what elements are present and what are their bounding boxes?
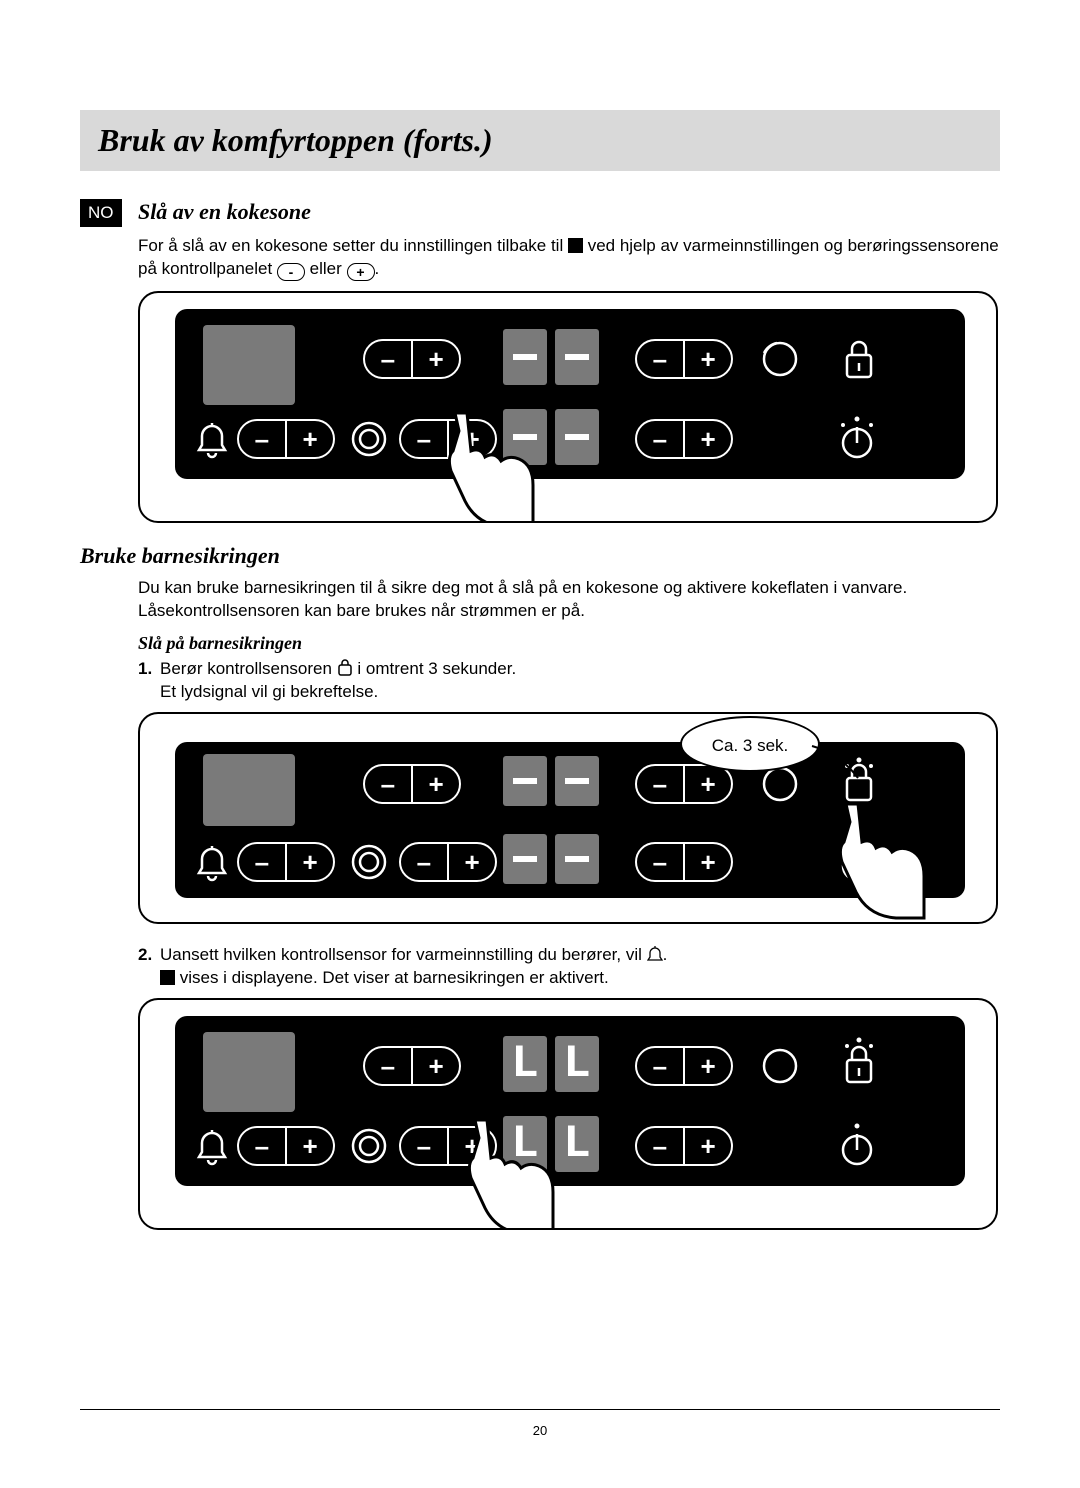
callout-pointer <box>810 744 870 784</box>
timer-icon <box>757 339 803 379</box>
minus-plus-control: –+ <box>363 1046 461 1086</box>
page-title: Bruk av komfyrtoppen (forts.) <box>98 122 982 159</box>
section-2-intro: Du kan bruke barnesikringen til å sikre … <box>138 577 1000 623</box>
segment-display-L: L <box>503 1036 547 1092</box>
step-2: Uansett hvilken kontrollsensor for varme… <box>138 944 1000 990</box>
segment-display <box>555 409 599 465</box>
display-area <box>203 754 295 826</box>
control-panel-diagram-3: –+ L L –+ –+ –+ L L –+ <box>138 998 998 1230</box>
segment-display <box>555 756 599 806</box>
header-banner: Bruk av komfyrtoppen (forts.) <box>80 110 1000 171</box>
hand-pointing-icon <box>425 1120 555 1230</box>
segment-display <box>555 329 599 385</box>
power-icon <box>835 413 879 463</box>
power-icon <box>835 1120 879 1170</box>
bell-icon <box>195 842 229 882</box>
page-number: 20 <box>0 1423 1080 1438</box>
lock-icon <box>841 1036 877 1088</box>
lock-icon <box>841 335 877 381</box>
minus-button-icon: - <box>277 263 305 281</box>
minus-plus-control: –+ <box>635 842 733 882</box>
steps-list-2: Uansett hvilken kontrollsensor for varme… <box>138 944 1000 990</box>
minus-plus-control: –+ <box>635 339 733 379</box>
segment-display <box>503 834 547 884</box>
display-area <box>203 1032 295 1112</box>
hand-pointing-icon <box>405 413 535 523</box>
minus-plus-control: –+ <box>237 842 335 882</box>
hand-pointing-icon <box>800 804 930 924</box>
section-1-header: NO Slå av en kokesone <box>80 199 1000 227</box>
black-square-icon <box>568 238 583 253</box>
bell-icon <box>195 1126 229 1166</box>
minus-plus-control: –+ <box>399 842 497 882</box>
section-2-header: Bruke barnesikringen <box>80 543 1000 569</box>
minus-plus-control: –+ <box>635 419 733 459</box>
segment-display-L: L <box>555 1116 599 1172</box>
lang-badge: NO <box>80 199 122 227</box>
segment-display <box>555 834 599 884</box>
sub-heading-enable-lock: Slå på barnesikringen <box>138 633 1000 654</box>
display-area <box>203 325 295 405</box>
minus-plus-control: –+ <box>363 764 461 804</box>
minus-plus-control: –+ <box>635 1046 733 1086</box>
callout-bubble: Ca. 3 sek. <box>680 716 820 772</box>
bell-icon <box>195 419 229 459</box>
section-1-text: For å slå av en kokesone setter du innst… <box>138 235 1000 281</box>
control-panel-diagram-1: –+ –+ –+ –+ –+ <box>138 291 998 523</box>
minus-plus-control: –+ <box>237 1126 335 1166</box>
zone-icon <box>349 419 389 459</box>
timer-icon <box>757 1046 803 1086</box>
bell-icon <box>647 944 663 962</box>
minus-plus-control: –+ <box>635 764 733 804</box>
black-square-icon <box>160 970 175 985</box>
segment-display-L: L <box>555 1036 599 1092</box>
callout-text: Ca. 3 sek. <box>712 736 789 755</box>
control-panel-diagram-2: Ca. 3 sek. –+ –+ –+ –+ –+ <box>138 712 998 924</box>
footer-rule <box>80 1409 1000 1410</box>
step-1: Berør kontrollsensoren i omtrent 3 sekun… <box>138 658 1000 704</box>
zone-icon <box>349 842 389 882</box>
section-title-childlock: Bruke barnesikringen <box>80 543 280 569</box>
minus-plus-control: –+ <box>635 1126 733 1166</box>
segment-display <box>503 329 547 385</box>
minus-plus-control: –+ <box>237 419 335 459</box>
section-title-off-zone: Slå av en kokesone <box>138 199 311 225</box>
zone-icon <box>349 1126 389 1166</box>
plus-button-icon: + <box>347 263 375 281</box>
minus-plus-control: –+ <box>363 339 461 379</box>
steps-list: Berør kontrollsensoren i omtrent 3 sekun… <box>138 658 1000 704</box>
lock-icon <box>337 658 353 676</box>
segment-display <box>503 756 547 806</box>
